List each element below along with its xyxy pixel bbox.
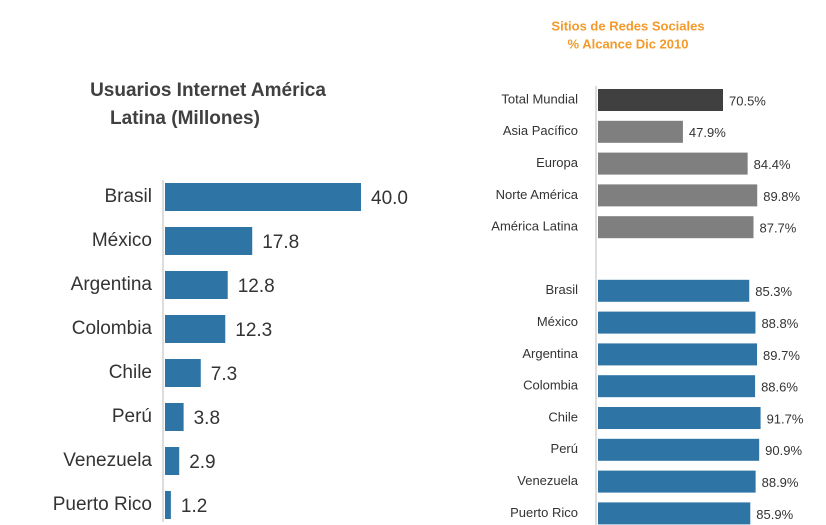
category-label: Argentina xyxy=(522,346,578,361)
bar xyxy=(598,407,761,429)
category-label: Brasil xyxy=(545,282,578,297)
bar xyxy=(598,89,723,111)
bar xyxy=(165,183,361,211)
value-label: 40.0 xyxy=(371,188,408,209)
bar xyxy=(598,375,756,398)
category-label: Colombia xyxy=(72,318,153,339)
value-label: 87.7% xyxy=(759,221,796,236)
chart-title-line: Usuarios Internet América xyxy=(90,80,326,101)
value-label: 70.5% xyxy=(729,93,766,108)
category-label: Venezuela xyxy=(63,450,152,471)
category-label: Total Mundial xyxy=(501,91,578,106)
bar xyxy=(165,271,228,299)
value-label: 47.9% xyxy=(689,125,726,140)
value-label: 85.9% xyxy=(756,507,793,522)
bar xyxy=(598,216,754,239)
chart-title: Sitios de Redes Sociales xyxy=(551,18,704,33)
category-label: Puerto Rico xyxy=(53,494,152,515)
value-label: 12.8 xyxy=(238,276,275,297)
bar xyxy=(598,279,750,302)
category-label: Chile xyxy=(109,362,152,383)
value-label: 85.3% xyxy=(755,284,792,299)
category-label: Argentina xyxy=(71,274,153,295)
bar xyxy=(165,359,201,387)
value-label: 88.6% xyxy=(761,380,798,395)
value-label: 1.2 xyxy=(181,496,207,517)
bar xyxy=(598,120,683,143)
category-label: Colombia xyxy=(523,378,579,393)
value-label: 12.3 xyxy=(235,320,272,341)
category-label: Asia Pacífico xyxy=(503,123,578,138)
bar xyxy=(165,403,184,431)
value-label: 91.7% xyxy=(767,411,804,426)
bar xyxy=(598,502,751,525)
chart-title-line: Latina (Millones) xyxy=(110,108,260,129)
bar xyxy=(165,227,253,255)
category-label: México xyxy=(92,230,152,251)
value-label: 89.8% xyxy=(763,189,800,204)
bar xyxy=(598,184,758,207)
value-label: 84.4% xyxy=(754,157,791,172)
category-label: Norte América xyxy=(496,187,579,202)
bar xyxy=(165,491,171,519)
value-label: 88.9% xyxy=(762,475,799,490)
value-label: 89.7% xyxy=(763,348,800,363)
category-label: Perú xyxy=(112,406,152,427)
bar xyxy=(598,152,748,175)
value-label: 88.8% xyxy=(761,316,798,331)
value-label: 17.8 xyxy=(262,232,299,253)
category-label: Chile xyxy=(548,409,578,424)
category-label: Europa xyxy=(536,155,579,170)
category-label: Puerto Rico xyxy=(510,505,578,520)
category-label: Venezuela xyxy=(517,473,578,488)
bar xyxy=(598,343,758,366)
bar xyxy=(598,470,756,493)
bar xyxy=(598,311,756,334)
chart-subtitle: % Alcance Dic 2010 xyxy=(568,36,689,51)
category-label: Perú xyxy=(551,441,578,456)
value-label: 7.3 xyxy=(211,364,237,385)
bar xyxy=(598,438,760,461)
value-label: 90.9% xyxy=(765,443,802,458)
value-label: 3.8 xyxy=(194,408,220,429)
category-label: América Latina xyxy=(491,219,578,234)
bar xyxy=(165,315,226,343)
category-label: Brasil xyxy=(104,186,152,207)
category-label: México xyxy=(537,314,578,329)
value-label: 2.9 xyxy=(189,452,215,473)
bar xyxy=(165,447,180,475)
